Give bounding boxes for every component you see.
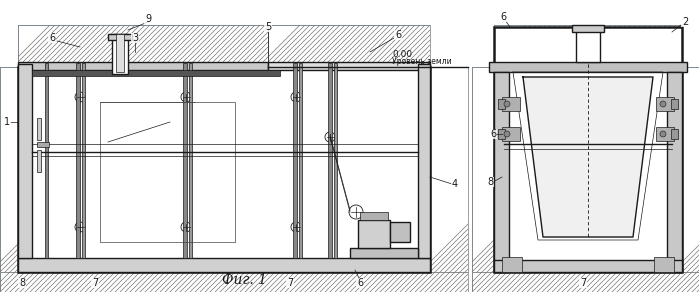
Circle shape (504, 131, 510, 137)
Bar (100, 102, 235, 242)
Text: 5: 5 (265, 22, 271, 32)
Text: 6: 6 (357, 278, 363, 288)
Circle shape (325, 132, 335, 142)
Bar (82, 63, 85, 258)
Bar (268, 62, 430, 70)
Circle shape (504, 101, 510, 107)
Polygon shape (523, 77, 653, 237)
Bar (656, 127, 674, 141)
Bar (489, 62, 687, 72)
Bar (0, 67, 18, 272)
Text: 7: 7 (580, 278, 586, 288)
Bar (32, 70, 280, 76)
Text: 3: 3 (132, 33, 138, 43)
Bar (502, 257, 522, 272)
Bar (116, 34, 124, 72)
Text: 8: 8 (487, 177, 493, 187)
Bar (498, 99, 505, 109)
Text: 7: 7 (287, 278, 293, 288)
Circle shape (181, 92, 191, 102)
Bar (18, 67, 430, 272)
Text: 6: 6 (395, 30, 401, 40)
Bar (472, 67, 494, 272)
Bar (299, 63, 302, 258)
Bar (390, 222, 410, 242)
Bar (682, 67, 699, 272)
Bar (350, 248, 418, 258)
Text: Фиг. 1: Фиг. 1 (222, 273, 268, 287)
Bar (656, 97, 674, 111)
Bar (268, 25, 430, 67)
Bar (430, 67, 468, 272)
Bar (0, 272, 468, 292)
Bar (18, 62, 268, 70)
Bar (18, 64, 32, 258)
Bar (472, 272, 699, 292)
Bar (18, 258, 430, 272)
Bar (268, 25, 430, 67)
Bar (360, 212, 388, 220)
Bar (494, 25, 682, 67)
Bar (189, 63, 192, 258)
Bar (494, 27, 682, 272)
Bar (502, 97, 520, 111)
Text: 6: 6 (490, 129, 496, 139)
Bar (18, 25, 268, 67)
Text: 2: 2 (682, 17, 688, 27)
Circle shape (181, 222, 191, 232)
Bar (108, 34, 132, 40)
Bar (0, 67, 18, 272)
Bar (430, 67, 468, 272)
Text: 9: 9 (145, 14, 151, 24)
Text: 6: 6 (49, 33, 55, 43)
Bar (494, 72, 509, 272)
Bar (334, 63, 337, 258)
Bar (112, 34, 128, 74)
Circle shape (349, 205, 363, 219)
Bar (18, 25, 268, 67)
Bar (572, 25, 604, 32)
Bar (494, 25, 682, 67)
Bar (472, 272, 699, 292)
Bar (671, 129, 678, 139)
Bar (328, 63, 332, 258)
Bar (502, 127, 520, 141)
Bar (358, 220, 390, 248)
Bar (667, 72, 682, 272)
Circle shape (660, 101, 666, 107)
Text: 7: 7 (92, 278, 98, 288)
Text: 8: 8 (19, 278, 25, 288)
Circle shape (75, 92, 85, 102)
Circle shape (75, 222, 85, 232)
Bar (671, 99, 678, 109)
Bar (37, 118, 41, 140)
Bar (576, 26, 600, 62)
Text: Уровень земли: Уровень земли (392, 57, 452, 66)
Bar (76, 63, 80, 258)
Circle shape (291, 92, 301, 102)
Circle shape (660, 131, 666, 137)
Bar (472, 67, 494, 272)
Bar (654, 257, 674, 272)
Bar (498, 129, 505, 139)
Bar (293, 63, 297, 258)
Circle shape (291, 222, 301, 232)
Bar (45, 63, 48, 258)
Text: 0.00: 0.00 (392, 50, 412, 59)
Bar (494, 260, 682, 272)
Text: 4: 4 (452, 179, 458, 189)
Text: 1: 1 (4, 117, 10, 127)
Bar (37, 150, 41, 172)
Bar (0, 272, 468, 292)
Bar (418, 64, 430, 258)
Text: 6: 6 (500, 12, 506, 22)
Bar (183, 63, 187, 258)
Bar (37, 142, 49, 147)
Bar (682, 67, 699, 272)
